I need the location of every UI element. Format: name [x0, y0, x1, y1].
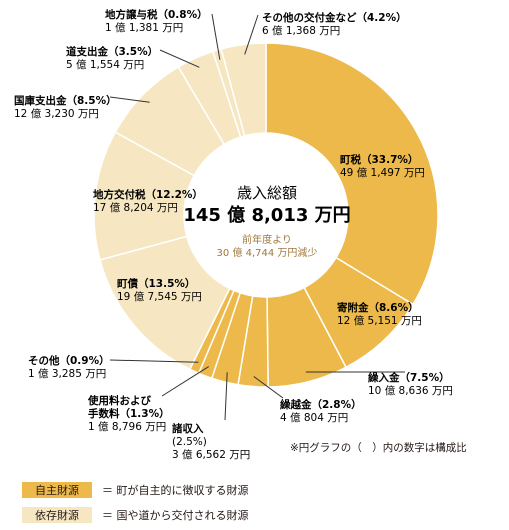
leader-地方譲与税	[211, 13, 221, 60]
label-繰越金: 繰越金（2.8%） 4 億 804 万円	[280, 398, 362, 424]
chart-note: ※円グラフの（ ）内の数字は構成比	[290, 442, 467, 454]
label-諸収入: 諸収入(2.5%) 3 億 6,562 万円	[172, 422, 250, 461]
legend-swatch-own: 自主財源	[22, 482, 92, 498]
label-地方交付税: 地方交付税（12.2%） 17 億 8,204 万円	[93, 188, 203, 214]
label-寄附金: 寄附金（8.6%） 12 億 5,151 万円	[337, 301, 422, 327]
center-title: 歳入総額	[237, 184, 297, 202]
leader-その他	[109, 359, 199, 363]
label-国庫支出金: 国庫支出金（8.5%） 12 億 3,230 万円	[14, 94, 117, 120]
legend-desc-dep: ＝ 国や道から交付される財源	[102, 509, 249, 522]
label-地方譲与税: 地方譲与税（0.8%） 1 億 1,381 万円	[105, 8, 208, 34]
label-町債: 町債（13.5%） 19 億 7,545 万円	[117, 277, 202, 303]
label-使用料および手数料: 使用料および手数料（1.3%） 1 億 8,796 万円	[87, 394, 170, 433]
slice-その他の交付金など	[220, 42, 267, 137]
legend-swatch-dep: 依存財源	[22, 507, 92, 523]
legend-desc-own: ＝ 町が自主的に徴収する財源	[102, 484, 249, 497]
label-町税: 町税（33.7%） 49 億 1,497 万円	[340, 153, 425, 179]
leader-道支出金	[159, 49, 200, 68]
legend-item-own: 自主財源 ＝ 町が自主的に徴収する財源	[22, 482, 249, 498]
leader-使用料および手数料	[161, 366, 210, 397]
center-label: 歳入総額 145 億 8,013 万円 前年度より 30 億 4,744 万円減…	[183, 184, 350, 259]
leader-国庫支出金	[109, 96, 150, 103]
leader-lines	[109, 13, 406, 421]
slice-町税	[265, 42, 439, 306]
label-繰入金: 繰入金（7.5%） 10 億 8,636 万円	[368, 371, 453, 397]
label-その他の交付金など: その他の交付金など（4.2%） 6 億 1,368 万円	[262, 11, 407, 37]
center-note-line1: 前年度より	[242, 233, 292, 246]
legend-item-dep: 依存財源 ＝ 国や道から交付される財源	[22, 507, 249, 523]
leader-諸収入	[224, 372, 228, 421]
label-その他: その他（0.9%） 1 億 3,285 万円	[28, 354, 110, 380]
leader-その他の交付金など	[244, 14, 259, 55]
center-total: 145 億 8,013 万円	[183, 204, 350, 226]
center-note-line2: 30 億 4,744 万円減少	[217, 246, 318, 259]
label-道支出金: 道支出金（3.5%） 5 億 1,554 万円	[66, 45, 158, 71]
chart-slices	[93, 42, 439, 388]
leader-繰越金	[253, 376, 284, 399]
